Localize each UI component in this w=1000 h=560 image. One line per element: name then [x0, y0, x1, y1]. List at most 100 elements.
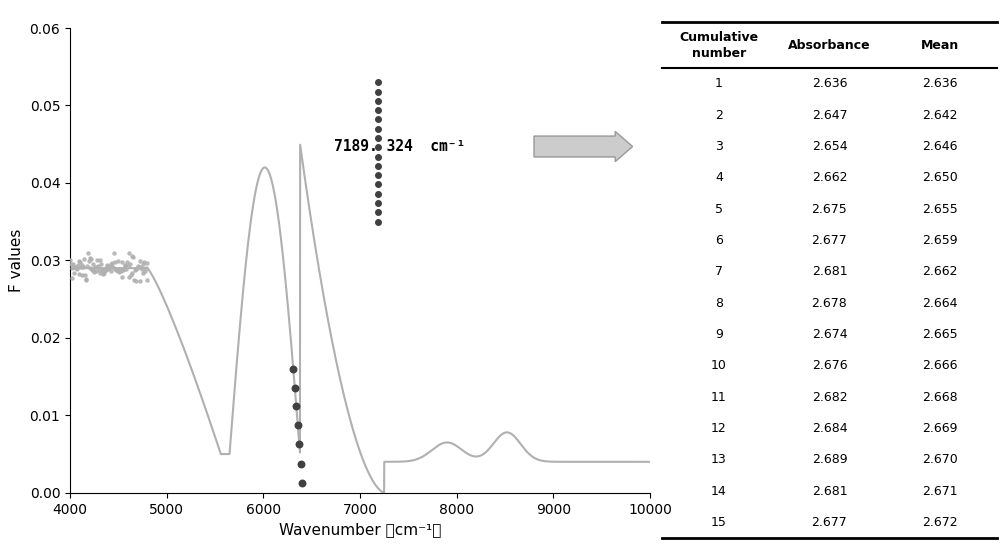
Point	[288, 402, 304, 411]
Text: 2.669: 2.669	[922, 422, 958, 435]
Point	[77, 270, 93, 279]
Text: 2.678: 2.678	[812, 297, 847, 310]
FancyArrow shape	[534, 132, 633, 162]
Point	[291, 440, 307, 449]
Text: 14: 14	[711, 484, 727, 498]
Point	[370, 161, 386, 170]
Point	[113, 267, 129, 276]
Point	[73, 262, 89, 271]
Point	[90, 261, 106, 270]
Point	[65, 260, 81, 269]
Text: 12: 12	[711, 422, 727, 435]
Text: 2.654: 2.654	[812, 140, 847, 153]
Point	[117, 262, 133, 270]
Point	[294, 478, 310, 487]
Point	[91, 266, 107, 275]
Text: 6: 6	[715, 234, 723, 247]
Text: 2.668: 2.668	[922, 391, 958, 404]
Point	[98, 266, 114, 275]
Text: 2.650: 2.650	[922, 171, 958, 184]
Text: Mean: Mean	[921, 39, 959, 52]
Point	[370, 124, 386, 133]
Point	[64, 264, 80, 273]
Text: 9: 9	[715, 328, 723, 341]
Point	[104, 259, 120, 268]
Point	[94, 266, 110, 275]
Text: 2.677: 2.677	[812, 516, 847, 529]
Point	[68, 264, 84, 273]
Point	[118, 265, 134, 274]
Text: 2.647: 2.647	[812, 109, 847, 122]
Text: 2.676: 2.676	[812, 360, 847, 372]
Point	[370, 208, 386, 217]
Point	[299, 535, 315, 544]
Point	[285, 365, 301, 374]
Point	[85, 260, 101, 269]
Point	[139, 276, 155, 284]
Text: 2.655: 2.655	[922, 203, 958, 216]
Text: 2.671: 2.671	[922, 484, 958, 498]
Text: 2.672: 2.672	[922, 516, 958, 529]
Text: 2.689: 2.689	[812, 453, 847, 466]
Point	[95, 269, 111, 278]
Text: 2.675: 2.675	[812, 203, 847, 216]
Point	[126, 275, 142, 284]
Text: 2.659: 2.659	[922, 234, 958, 247]
Text: 2.636: 2.636	[922, 77, 958, 90]
Point	[82, 263, 98, 272]
Point	[92, 268, 108, 277]
Text: 13: 13	[711, 453, 727, 466]
Point	[70, 261, 86, 270]
Text: 2.662: 2.662	[812, 171, 847, 184]
Point	[137, 267, 153, 276]
Text: 2.674: 2.674	[812, 328, 847, 341]
Point	[296, 497, 312, 506]
Point	[66, 268, 82, 277]
Text: 2.666: 2.666	[922, 360, 958, 372]
Text: 2.670: 2.670	[922, 453, 958, 466]
Point	[132, 257, 148, 266]
Point	[293, 459, 309, 468]
Point	[127, 265, 143, 274]
Point	[78, 276, 94, 285]
Point	[131, 262, 147, 271]
Text: 15: 15	[711, 516, 727, 529]
Point	[136, 258, 152, 267]
Point	[103, 259, 119, 268]
Text: 5: 5	[715, 203, 723, 216]
Point	[103, 267, 119, 276]
Point	[89, 263, 105, 272]
Text: 10: 10	[711, 360, 727, 372]
Point	[132, 276, 148, 285]
Point	[93, 260, 109, 269]
Point	[80, 249, 96, 258]
Point	[370, 87, 386, 96]
Point	[370, 115, 386, 124]
Point	[107, 258, 123, 267]
Text: 2.681: 2.681	[812, 265, 847, 278]
Point	[67, 263, 83, 272]
Point	[128, 277, 144, 286]
Point	[71, 256, 87, 265]
Point	[129, 264, 145, 273]
Point	[123, 270, 139, 279]
Point	[121, 249, 137, 258]
Point	[107, 264, 123, 273]
Text: 2.642: 2.642	[922, 109, 958, 122]
Point	[85, 265, 101, 274]
Text: 2.682: 2.682	[812, 391, 847, 404]
Text: 2.684: 2.684	[812, 422, 847, 435]
Point	[130, 261, 146, 270]
Point	[110, 267, 126, 276]
Point	[87, 263, 103, 272]
Point	[110, 256, 126, 265]
Point	[120, 262, 136, 270]
Point	[370, 189, 386, 198]
Point	[99, 260, 115, 269]
Y-axis label: F values: F values	[9, 228, 24, 292]
Point	[370, 171, 386, 180]
Point	[287, 383, 303, 392]
Point	[101, 264, 117, 273]
Point	[106, 249, 122, 258]
Text: Cumulative
number: Cumulative number	[679, 31, 759, 60]
